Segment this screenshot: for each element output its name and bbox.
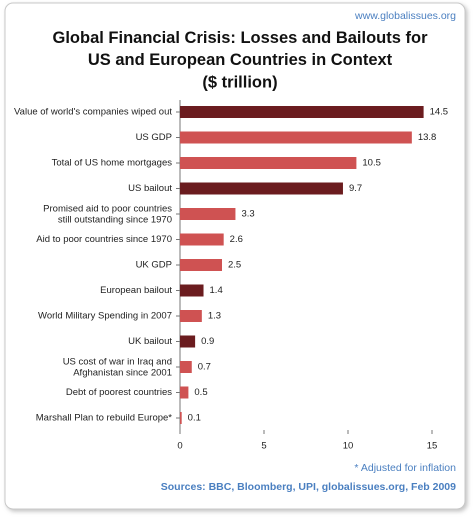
chart-title: Global Financial Crisis: Losses and Bail… [53,29,429,69]
chart-subtitle: ($ trillion) [202,73,277,91]
value-label: 1.4 [210,285,223,296]
value-label: 0.7 [198,362,211,373]
y-tick-label: US bailout [128,183,172,194]
bar [180,361,192,373]
x-tick-label: 10 [343,441,354,452]
y-tick-label: Debt of poorest countries [66,387,172,398]
bar [180,335,196,348]
value-label: 1.3 [208,311,221,322]
y-tick-label: Marshall Plan to rebuild Europe* [36,413,173,424]
bar [180,131,412,144]
bar [180,233,224,246]
value-label: 10.5 [362,158,381,169]
bar [180,386,189,399]
value-label: 2.5 [228,260,241,271]
value-label: 13.8 [418,132,437,143]
bar [180,106,424,118]
y-tick-label: UK bailout [128,336,172,347]
x-tick-label: 0 [177,441,182,452]
y-tick-label: US cost of war in Iraq and Afghanistan si… [63,356,172,378]
card [4,2,466,510]
note: * Adjusted for inflation [354,462,456,474]
bar [180,310,202,322]
value-label: 3.3 [241,209,254,220]
bar [180,157,357,169]
bar [180,284,204,297]
bar [180,259,222,271]
website: www.globalissues.org [354,10,456,22]
value-label: 0.9 [201,336,214,347]
y-tick-label: Value of world's companies wiped out [14,107,172,118]
bar [180,208,236,220]
y-tick-label: Promised aid to poor countries still outs… [43,203,172,225]
y-tick-label: Aid to poor countries since 1970 [36,234,172,245]
x-tick-label: 15 [427,441,438,452]
y-tick-label: US GDP [136,132,172,143]
source: Sources: BBC, Bloomberg, UPI, globalissu… [161,481,456,493]
value-label: 0.1 [188,413,201,424]
y-tick-label: European bailout [100,285,172,296]
bar [180,412,182,424]
y-tick-label: World Military Spending in 2007 [38,311,172,322]
value-label: 2.6 [230,234,243,245]
x-tick-label: 5 [261,441,266,452]
value-label: 9.7 [349,183,362,194]
y-tick-label: Total of US home mortgages [52,158,173,169]
bar [180,182,343,195]
y-tick-label: UK GDP [136,260,172,271]
value-label: 14.5 [430,107,449,118]
value-label: 0.5 [194,387,207,398]
